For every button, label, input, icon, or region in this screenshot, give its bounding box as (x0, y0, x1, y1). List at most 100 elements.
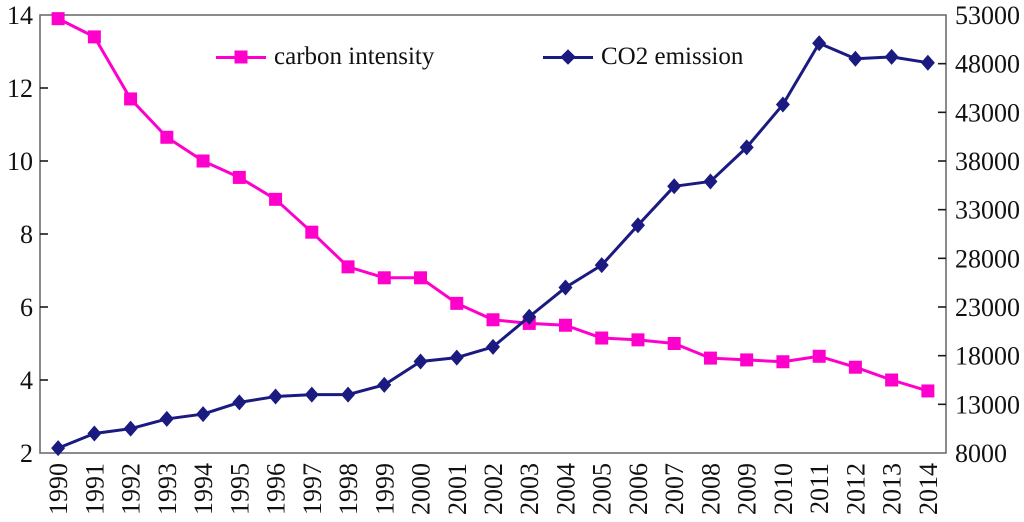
x-axis-label: 2009 (733, 463, 762, 515)
carbon-intensity-marker (812, 349, 826, 363)
carbon-intensity-marker (124, 92, 138, 106)
x-axis-label: 2011 (805, 463, 834, 514)
x-axis-label: 1994 (189, 463, 218, 515)
carbon-intensity-marker (595, 331, 609, 345)
co2-emission-marker (486, 338, 500, 355)
carbon-intensity-marker (414, 271, 428, 285)
x-axis-label: 1997 (298, 463, 327, 515)
x-axis-label: 2008 (696, 463, 725, 515)
carbon-intensity-marker (377, 271, 391, 285)
co2-emission-marker (775, 96, 790, 113)
carbon-intensity-marker (667, 337, 681, 350)
carbon-intensity-marker (776, 355, 790, 369)
left-axis-label: 4 (20, 366, 33, 395)
co2-emission-marker (341, 386, 356, 403)
carbon-intensity-marker (740, 353, 754, 367)
carbon-intensity-legend-marker-line (216, 50, 266, 64)
carbon-intensity-marker (921, 384, 935, 398)
left-axis-label: 10 (7, 147, 33, 176)
carbon-intensity-marker (885, 373, 899, 387)
x-axis-label: 2014 (914, 463, 943, 515)
carbon-intensity-marker (196, 154, 210, 168)
co2-emission-marker (196, 406, 211, 423)
x-axis-label: 1990 (44, 463, 73, 515)
left-axis-label: 8 (20, 220, 33, 249)
carbon-intensity-marker (341, 260, 355, 274)
x-axis-label: 2006 (624, 463, 653, 515)
co2-emission-marker (522, 308, 537, 325)
right-axis-label: 53000 (955, 1, 1020, 30)
co2-emission-marker (920, 54, 935, 71)
legend-item-co2-emission: CO2 emission (543, 43, 744, 70)
x-axis-label: 2001 (443, 463, 472, 515)
co2-emission-marker (739, 139, 754, 156)
co2-emission-legend-marker-line (543, 49, 593, 65)
square-marker-icon (234, 50, 248, 64)
carbon-intensity-marker (87, 30, 101, 44)
left-axis-label: 6 (20, 293, 33, 322)
carbon-intensity-marker (305, 225, 319, 239)
right-axis-label: 13000 (955, 390, 1020, 419)
carbon-intensity-marker (848, 360, 862, 374)
right-axis-label: 48000 (955, 50, 1020, 79)
x-axis-label: 2013 (878, 463, 907, 515)
legend-label-co2-emission: CO2 emission (601, 43, 744, 70)
diamond-marker-icon (560, 49, 576, 65)
carbon-intensity-marker (160, 130, 174, 144)
x-axis-label: 2002 (479, 463, 508, 515)
x-axis-label: 2000 (407, 463, 436, 515)
x-axis-label: 1996 (262, 463, 291, 515)
left-axis-label: 14 (7, 1, 33, 30)
x-axis-label: 1992 (117, 463, 146, 515)
carbon-intensity-line (57, 17, 929, 393)
co2-emission-marker (667, 178, 682, 195)
x-axis-label: 2012 (841, 463, 870, 515)
carbon-intensity-marker (450, 296, 464, 310)
carbon-intensity-marker (631, 333, 645, 347)
co2-emission-marker (87, 425, 102, 442)
x-axis-label: 2010 (769, 463, 798, 515)
right-axis-label: 43000 (955, 98, 1020, 127)
co2-emission-marker (377, 376, 392, 393)
co2-emission-marker (703, 173, 718, 190)
co2-emission-marker (123, 420, 138, 437)
right-axis-label: 33000 (955, 196, 1020, 225)
x-axis-label: 2005 (588, 463, 617, 515)
co2-emission-marker (558, 279, 573, 296)
co2-emission-marker (812, 35, 827, 52)
carbon-intensity-marker (269, 192, 283, 206)
x-axis-label: 2003 (515, 463, 544, 515)
carbon-intensity-marker (703, 351, 717, 365)
plot-border (39, 14, 947, 454)
x-axis-label: 2007 (660, 463, 689, 515)
x-axis-label: 1999 (370, 463, 399, 515)
co2-emission-marker (268, 388, 283, 405)
right-axis-label: 8000 (955, 439, 1007, 468)
left-axis-label: 2 (20, 439, 33, 468)
x-axis-label: 2004 (551, 463, 580, 515)
x-axis-label: 1995 (225, 463, 254, 515)
left-axis-label: 12 (7, 74, 33, 103)
x-axis-label: 1991 (80, 463, 109, 515)
right-axis-label: 18000 (955, 342, 1020, 371)
co2-emission-marker (51, 440, 66, 457)
x-axis-label: 1993 (153, 463, 182, 515)
carbon-intensity-marker (558, 318, 572, 332)
carbon-intensity-marker (486, 313, 500, 327)
co2-emission-marker (449, 349, 464, 366)
right-axis-label: 38000 (955, 147, 1020, 176)
right-axis-label: 23000 (955, 293, 1020, 322)
co2-emission-marker (304, 386, 319, 403)
x-axis-label: 1998 (334, 463, 363, 515)
co2-emission-marker (232, 394, 247, 411)
carbon-intensity-marker (232, 170, 246, 184)
legend-item-carbon-intensity: carbon intensity (216, 43, 435, 70)
carbon-intensity-marker (51, 12, 65, 26)
co2-emission-marker (884, 48, 899, 65)
co2-emission-marker (159, 410, 174, 427)
legend-label-carbon-intensity: carbon intensity (274, 43, 435, 70)
co2-emission-marker (848, 50, 863, 67)
right-axis-label: 28000 (955, 244, 1020, 273)
